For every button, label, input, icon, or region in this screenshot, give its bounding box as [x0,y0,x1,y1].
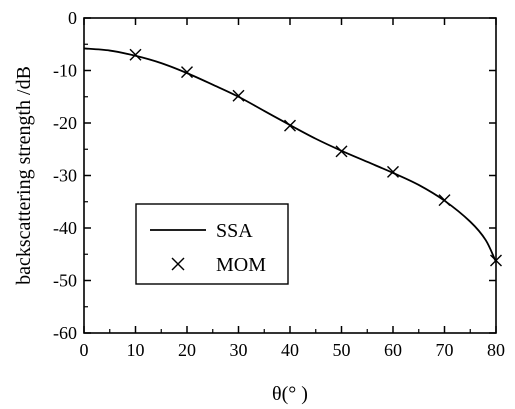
y-axis-title: backscattering strength /dB [13,66,35,285]
x-tick-label: 50 [333,340,351,360]
x-tick-label: 40 [281,340,299,360]
marker-stroke [171,257,185,271]
axes: 0 10 20 30 40 50 60 70 80 0 -10 -20 -30 -40 -50 -60 [53,8,505,360]
marker-stroke [129,48,142,61]
marker-stroke [438,194,451,207]
legend-label: SSA [216,220,253,242]
legend: SSA MOM [135,203,289,285]
legend-box [135,203,289,285]
data-point-mom [129,48,142,61]
x-axis-title: θ(° ) [272,383,308,405]
data-point-mom [387,165,399,178]
x-tick-label: 70 [436,340,454,360]
legend-label: MOM [216,254,266,276]
y-tick-label: -10 [53,61,77,81]
data-point-mom [181,66,193,79]
legend-swatch-mom [171,257,185,271]
marker-stroke [232,89,245,102]
marker-stroke [387,165,399,178]
y-tick-label: -20 [53,113,77,133]
y-tick-label: -50 [53,271,77,291]
marker-stroke [181,66,193,79]
x-tick-label: 60 [384,340,402,360]
data-point-mom [335,145,348,158]
data-point-mom [438,194,451,207]
x-tick-label: 20 [178,340,196,360]
data-point-mom [284,119,296,132]
y-tick-label: -40 [53,218,77,238]
x-tick-label: 10 [127,340,145,360]
y-tick-label: 0 [68,8,77,28]
marker-stroke [284,119,296,132]
data-point-mom [232,89,245,102]
y-tick-label: -60 [53,323,77,343]
x-tick-label: 30 [230,340,248,360]
plot-area [83,47,502,267]
plot-frame [83,17,497,334]
x-tick-label: 0 [80,340,89,360]
marker-stroke [335,145,348,158]
y-tick-label: -30 [53,166,77,186]
x-tick-label: 80 [487,340,505,360]
